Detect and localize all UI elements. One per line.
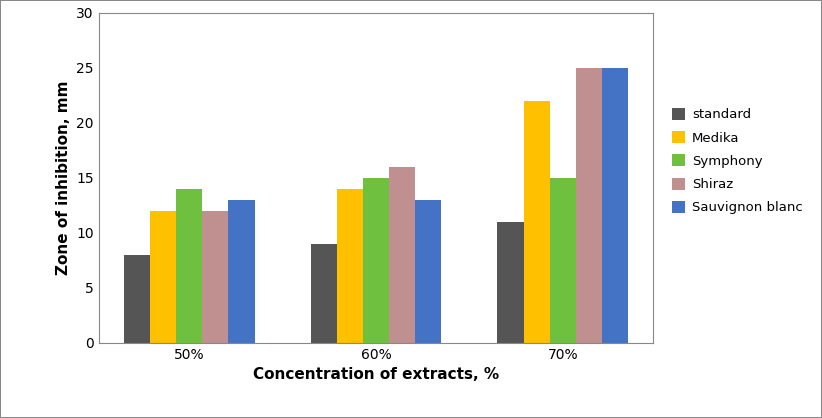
Bar <box>337 189 363 343</box>
Bar <box>150 211 176 343</box>
Bar <box>415 200 441 343</box>
Bar <box>524 101 550 343</box>
Bar <box>602 68 628 343</box>
X-axis label: Concentration of extracts, %: Concentration of extracts, % <box>253 367 499 382</box>
Bar <box>363 178 389 343</box>
Bar <box>229 200 255 343</box>
Bar <box>389 167 415 343</box>
Bar <box>576 68 602 343</box>
Legend: standard, Medika, Symphony, Shiraz, Sauvignon blanc: standard, Medika, Symphony, Shiraz, Sauv… <box>666 101 810 221</box>
Bar <box>497 222 524 343</box>
Bar <box>311 244 337 343</box>
Bar <box>124 255 150 343</box>
Bar <box>550 178 576 343</box>
Bar <box>176 189 202 343</box>
Y-axis label: Zone of inhibition, mm: Zone of inhibition, mm <box>56 80 71 275</box>
Bar <box>202 211 229 343</box>
